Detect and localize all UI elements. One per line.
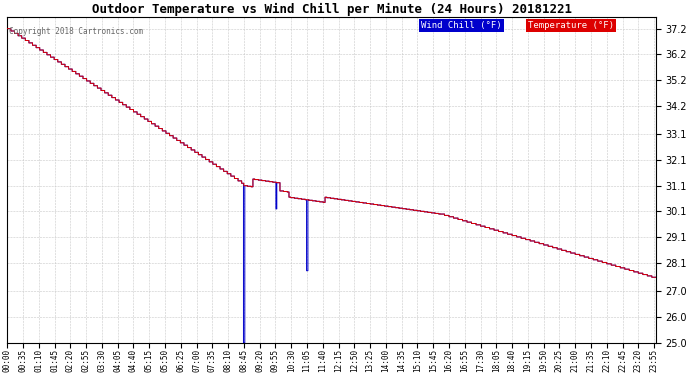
Text: Temperature (°F): Temperature (°F) (528, 21, 614, 30)
Text: Copyright 2018 Cartronics.com: Copyright 2018 Cartronics.com (8, 27, 143, 36)
Text: Wind Chill (°F): Wind Chill (°F) (421, 21, 502, 30)
Title: Outdoor Temperature vs Wind Chill per Minute (24 Hours) 20181221: Outdoor Temperature vs Wind Chill per Mi… (92, 3, 571, 16)
